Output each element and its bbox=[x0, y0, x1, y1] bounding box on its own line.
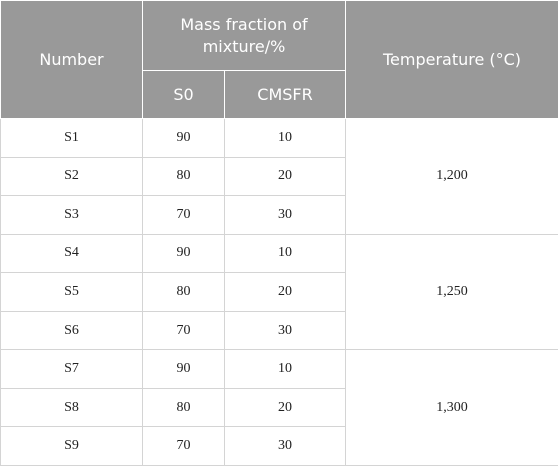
cell-number: S3 bbox=[0, 195, 143, 235]
cell-number: S6 bbox=[0, 310, 143, 351]
cell-s0: 80 bbox=[142, 156, 225, 197]
table-row: S6 70 30 bbox=[0, 310, 558, 351]
cell-cmsfr: 10 bbox=[224, 118, 346, 158]
table-row: S4 90 10 1,250 bbox=[0, 233, 558, 351]
cell-s0: 70 bbox=[142, 195, 225, 235]
cell-number: S9 bbox=[0, 426, 143, 466]
table-row: S3 70 30 bbox=[0, 195, 558, 235]
table-row: S9 70 30 bbox=[0, 426, 558, 466]
cell-cmsfr: 10 bbox=[224, 349, 346, 389]
cell-s0: 90 bbox=[142, 349, 225, 389]
table-row: S1 90 10 1,200 bbox=[0, 118, 558, 235]
cell-number: S8 bbox=[0, 387, 143, 428]
cell-cmsfr: 20 bbox=[224, 387, 346, 428]
cell-s0: 90 bbox=[142, 118, 225, 158]
cell-number: S5 bbox=[0, 272, 143, 312]
cell-cmsfr: 20 bbox=[224, 272, 346, 312]
table-row: S8 80 20 bbox=[0, 387, 558, 428]
cell-s0: 80 bbox=[142, 387, 225, 428]
cell-number: S1 bbox=[0, 118, 143, 158]
table-body: S1 90 10 1,200 S2 80 20 S3 70 30 S4 90 10 1,250 S5 80 20… bbox=[0, 118, 558, 466]
header-temperature: Temperature (°C) bbox=[345, 0, 558, 119]
cell-cmsfr: 30 bbox=[224, 426, 346, 466]
header-s0: S0 bbox=[142, 70, 225, 119]
header-number: Number bbox=[0, 0, 143, 119]
cell-s0: 70 bbox=[142, 426, 225, 466]
cell-temperature: 1,250 bbox=[345, 233, 558, 351]
header-mass-fraction: Mass fraction of mixture/% bbox=[142, 0, 346, 71]
cell-number: S7 bbox=[0, 349, 143, 389]
cell-cmsfr: 30 bbox=[224, 310, 346, 351]
cell-number: S2 bbox=[0, 156, 143, 197]
table-row: S7 90 10 1,300 bbox=[0, 349, 558, 466]
cell-temperature: 1,200 bbox=[345, 118, 558, 235]
cell-s0: 90 bbox=[142, 233, 225, 274]
cell-cmsfr: 30 bbox=[224, 195, 346, 235]
table-row: S5 80 20 bbox=[0, 272, 558, 312]
cell-cmsfr: 10 bbox=[224, 233, 346, 274]
cell-temperature: 1,300 bbox=[345, 349, 558, 466]
header-cmsfr: CMSFR bbox=[224, 70, 346, 119]
cell-cmsfr: 20 bbox=[224, 156, 346, 197]
cell-s0: 70 bbox=[142, 310, 225, 351]
cell-s0: 80 bbox=[142, 272, 225, 312]
table-row: S2 80 20 bbox=[0, 156, 558, 197]
cell-number: S4 bbox=[0, 233, 143, 274]
